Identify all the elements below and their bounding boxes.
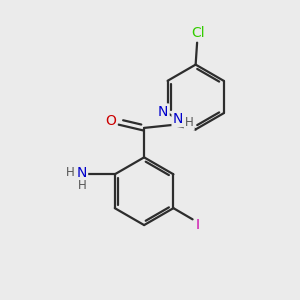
- Text: H: H: [77, 179, 86, 192]
- Text: H: H: [77, 179, 86, 192]
- Text: H: H: [66, 166, 75, 179]
- Text: N: N: [76, 166, 87, 180]
- Text: Cl: Cl: [191, 26, 205, 40]
- Text: H: H: [185, 116, 194, 129]
- Text: N: N: [76, 166, 87, 180]
- Text: I: I: [196, 218, 200, 232]
- Text: O: O: [105, 114, 116, 128]
- Text: H: H: [185, 116, 194, 129]
- Text: N: N: [173, 112, 183, 126]
- Text: N: N: [158, 105, 168, 119]
- Text: H: H: [66, 166, 75, 179]
- Text: N: N: [158, 105, 168, 119]
- Text: N: N: [173, 112, 183, 126]
- Text: I: I: [196, 218, 200, 232]
- Text: Cl: Cl: [191, 26, 205, 40]
- Text: O: O: [105, 114, 116, 128]
